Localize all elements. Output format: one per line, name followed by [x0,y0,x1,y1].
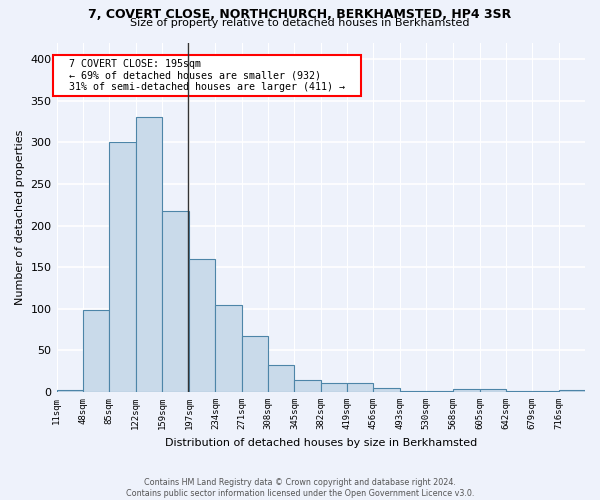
Bar [189,259,215,392]
Bar [426,391,453,392]
Bar [321,383,347,392]
Bar [109,142,136,392]
Bar [347,383,373,392]
Bar [453,388,479,392]
Y-axis label: Number of detached properties: Number of detached properties [15,130,25,305]
Text: Contains HM Land Registry data © Crown copyright and database right 2024.
Contai: Contains HM Land Registry data © Crown c… [126,478,474,498]
Bar [268,364,295,392]
Bar [162,210,189,392]
Text: Size of property relative to detached houses in Berkhamsted: Size of property relative to detached ho… [130,18,470,28]
Text: 7 COVERT CLOSE: 195sqm  
  ← 69% of detached houses are smaller (932)  
  31% of: 7 COVERT CLOSE: 195sqm ← 69% of detached… [56,59,356,92]
X-axis label: Distribution of detached houses by size in Berkhamsted: Distribution of detached houses by size … [164,438,477,448]
Bar [373,388,400,392]
Bar [400,391,426,392]
Bar [136,118,162,392]
Bar [506,391,532,392]
Text: 7, COVERT CLOSE, NORTHCHURCH, BERKHAMSTED, HP4 3SR: 7, COVERT CLOSE, NORTHCHURCH, BERKHAMSTE… [88,8,512,20]
Bar [83,310,109,392]
Bar [532,391,559,392]
Bar [295,380,321,392]
Bar [56,390,83,392]
Bar [479,388,506,392]
Bar [559,390,585,392]
Bar [215,304,242,392]
Bar [242,336,268,392]
